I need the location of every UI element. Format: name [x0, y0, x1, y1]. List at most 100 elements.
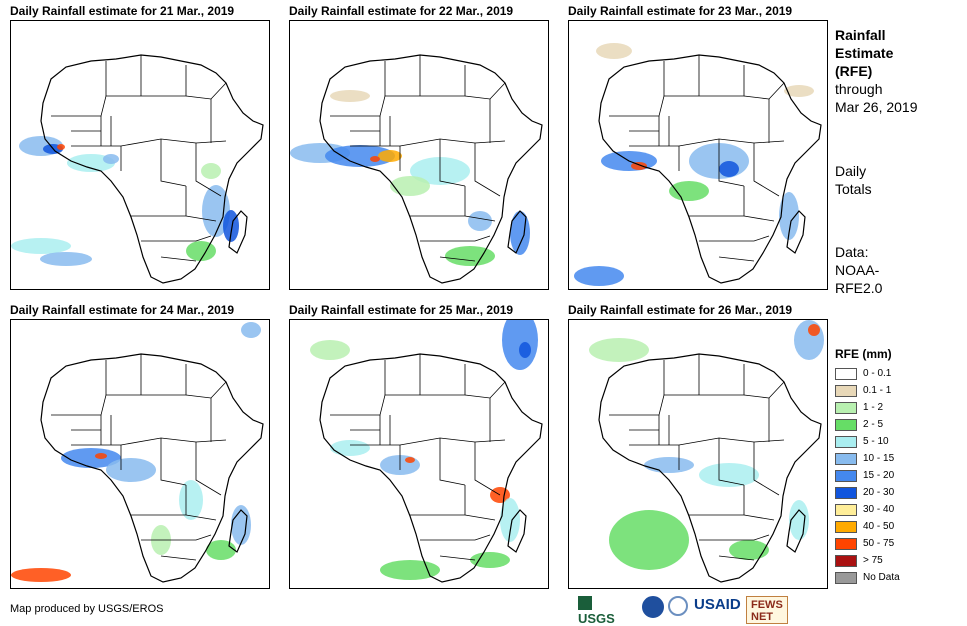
- country-border: [439, 256, 476, 262]
- panel-title-4: Daily Rainfall estimate for 24 Mar., 201…: [10, 303, 235, 317]
- rainfall-area: [405, 457, 415, 463]
- rainfall-area: [330, 440, 370, 456]
- madagascar-outline: [786, 210, 806, 254]
- rainfall-area: [40, 252, 92, 266]
- africa-map: [589, 320, 824, 583]
- rainfall-area: [784, 85, 814, 97]
- panel-title-5: Daily Rainfall estimate for 25 Mar., 201…: [289, 303, 514, 317]
- legend-swatch: [835, 521, 857, 533]
- rainfall-area: [470, 552, 510, 568]
- legend-label: 15 - 20: [863, 470, 895, 481]
- country-border: [474, 442, 501, 496]
- panel-title-6: Daily Rainfall estimate for 26 Mar., 201…: [568, 303, 793, 317]
- coastline: [598, 54, 822, 284]
- coastline: [40, 353, 264, 583]
- legend-swatch: [835, 453, 857, 465]
- country-border: [753, 143, 780, 197]
- legend-label: 40 - 50: [863, 521, 895, 532]
- rainfall-map-24: [10, 319, 270, 589]
- rainfall-area: [106, 458, 156, 482]
- legend-label: 10 - 15: [863, 453, 895, 464]
- doi-seal-icon: [668, 596, 688, 616]
- legend-swatch: [835, 504, 857, 516]
- country-border: [160, 256, 197, 262]
- rainfall-area: [11, 568, 71, 582]
- legend-label: 50 - 75: [863, 538, 895, 549]
- rainfall-area: [330, 90, 370, 102]
- rainfall-area: [231, 505, 251, 545]
- africa-map: [11, 54, 264, 284]
- madagascar-outline: [228, 210, 248, 254]
- country-border: [464, 381, 506, 399]
- legend-swatch: [835, 385, 857, 397]
- country-border: [420, 534, 491, 541]
- rainfall-area: [699, 463, 759, 487]
- country-border: [185, 381, 227, 399]
- coastline: [319, 353, 543, 583]
- rainfall-area: [596, 43, 632, 59]
- country-border: [689, 215, 775, 222]
- data-source-1: NOAA-: [835, 262, 880, 278]
- rainfall-area: [794, 320, 824, 360]
- panel-title-2: Daily Rainfall estimate for 22 Mar., 201…: [289, 4, 514, 18]
- country-border: [699, 364, 745, 396]
- map-heading: Rainfall Estimate (RFE) through Mar 26, …: [835, 26, 918, 116]
- rainfall-area: [61, 448, 121, 468]
- rainfall-area: [808, 324, 820, 336]
- legend-label: 2 - 5: [863, 419, 884, 430]
- rainfall-area: [669, 181, 709, 201]
- rainfall-area: [310, 340, 350, 360]
- legend-swatch: [835, 470, 857, 482]
- country-border: [718, 555, 755, 561]
- country-border: [474, 143, 501, 197]
- country-border: [718, 438, 745, 486]
- through-label: through: [835, 81, 883, 97]
- legend-label: 5 - 10: [863, 436, 889, 447]
- totals-label: Totals: [835, 181, 872, 197]
- country-border: [699, 534, 770, 541]
- legend-title: RFE (mm): [835, 347, 892, 361]
- coastline: [40, 54, 264, 284]
- rainfall-area: [202, 185, 230, 237]
- usaid-logo: USAID: [694, 596, 741, 613]
- legend-label: 0 - 0.1: [863, 368, 892, 379]
- country-border: [160, 139, 187, 187]
- country-border: [350, 437, 506, 446]
- country-border: [51, 394, 141, 416]
- rainfall-map-21: [10, 20, 270, 290]
- panel-title-1: Daily Rainfall estimate for 21 Mar., 201…: [10, 4, 235, 18]
- country-border: [743, 381, 785, 399]
- country-border: [439, 438, 466, 486]
- africa-map: [574, 43, 822, 286]
- rainfall-area: [390, 176, 430, 196]
- rainfall-area: [57, 144, 65, 150]
- legend-label: > 75: [863, 555, 883, 566]
- legend-label: 20 - 30: [863, 487, 895, 498]
- rainfall-area: [378, 150, 402, 162]
- daily-label: Daily: [835, 163, 867, 179]
- rainfall-area: [445, 246, 495, 266]
- coastline: [319, 54, 543, 284]
- country-border: [743, 82, 785, 100]
- country-border: [350, 138, 506, 147]
- madagascar-outline: [507, 509, 527, 553]
- data-label: Data:: [835, 244, 869, 260]
- legend-swatch: [835, 419, 857, 431]
- madagascar-outline: [507, 210, 527, 254]
- legend-swatch: [835, 538, 857, 550]
- rainfall-area: [502, 320, 538, 370]
- legend-swatch: [835, 402, 857, 414]
- rainfall-area: [241, 322, 261, 338]
- legend-swatch: [835, 436, 857, 448]
- country-border: [420, 364, 466, 396]
- country-border: [420, 65, 466, 97]
- rainfall-area: [644, 457, 694, 473]
- rainfall-area: [11, 238, 71, 254]
- madagascar-outline: [228, 509, 248, 553]
- rainfall-area: [468, 211, 492, 231]
- country-border: [689, 514, 775, 521]
- rainfall-area: [729, 540, 769, 560]
- country-border: [439, 555, 476, 561]
- country-border: [141, 235, 212, 242]
- rainfall-area: [719, 161, 739, 177]
